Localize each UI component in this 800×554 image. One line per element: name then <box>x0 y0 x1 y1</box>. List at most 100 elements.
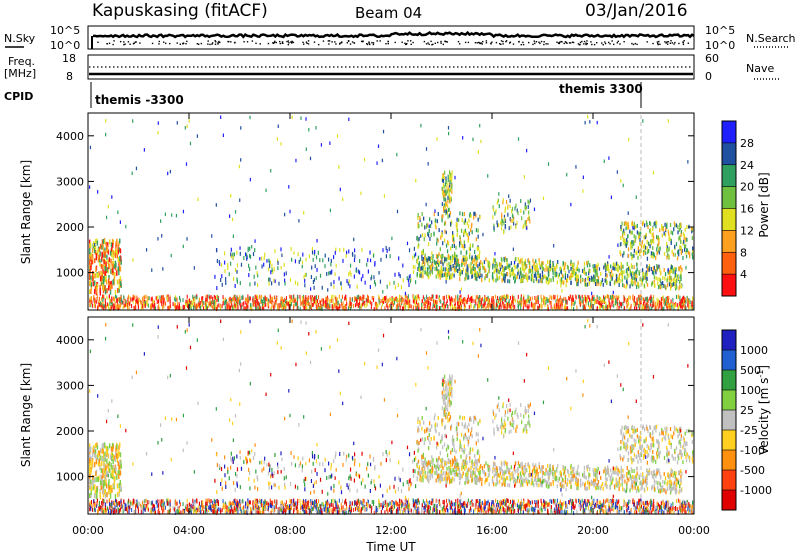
data-cell <box>316 238 318 243</box>
data-cell <box>572 295 574 300</box>
data-cell <box>409 279 411 284</box>
data-cell <box>118 306 120 311</box>
data-cell <box>630 303 632 308</box>
data-cell <box>552 277 555 282</box>
data-cell <box>649 302 651 307</box>
data-cell <box>379 279 382 284</box>
data-cell <box>622 237 624 242</box>
data-cell <box>236 279 239 284</box>
data-cell <box>514 278 517 283</box>
data-cell <box>147 303 149 308</box>
data-cell <box>377 144 380 148</box>
data-cell <box>176 121 178 125</box>
data-cell <box>621 233 624 238</box>
data-cell <box>224 251 226 256</box>
data-cell <box>478 262 481 267</box>
data-cell <box>108 239 111 245</box>
noise-search-point <box>534 42 536 45</box>
data-cell <box>483 266 485 271</box>
data-cell <box>435 263 438 268</box>
data-cell <box>119 297 121 302</box>
data-cell <box>571 304 573 309</box>
data-cell <box>324 264 326 269</box>
data-cell <box>605 306 608 311</box>
data-cell <box>688 300 690 305</box>
data-cell <box>404 294 406 299</box>
data-cell <box>588 295 590 300</box>
data-cell <box>656 251 658 256</box>
noise-search-point <box>658 40 660 43</box>
data-cell <box>650 241 653 246</box>
data-cell <box>438 295 440 300</box>
data-cell <box>660 301 662 306</box>
data-cell <box>645 296 647 301</box>
data-cell <box>498 204 500 209</box>
data-cell <box>612 273 614 278</box>
data-cell <box>428 301 430 306</box>
data-cell <box>229 305 231 310</box>
data-cell <box>677 224 679 229</box>
data-cell <box>664 272 667 277</box>
data-cell <box>440 503 442 508</box>
data-cell <box>651 503 653 508</box>
data-cell <box>591 300 593 305</box>
data-cell <box>119 281 122 287</box>
data-cell <box>440 267 443 272</box>
data-cell <box>466 268 468 273</box>
data-cell <box>430 501 432 506</box>
data-cell <box>631 265 633 270</box>
data-cell <box>446 262 448 267</box>
data-cell <box>264 252 266 257</box>
data-cell <box>543 300 545 305</box>
data-cell <box>547 267 550 272</box>
data-cell <box>583 304 585 309</box>
data-cell <box>446 210 449 215</box>
data-cell <box>367 269 369 274</box>
data-cell <box>666 241 668 246</box>
data-cell <box>583 295 585 300</box>
data-cell <box>478 246 480 251</box>
data-cell <box>591 296 593 301</box>
data-cell <box>339 508 341 513</box>
data-cell <box>513 221 515 226</box>
data-cell <box>607 294 609 299</box>
data-cell <box>543 504 545 509</box>
data-cell <box>572 297 575 302</box>
data-cell <box>502 272 504 277</box>
data-cell <box>267 267 270 272</box>
colorbar-tick-label: 16 <box>740 203 754 216</box>
data-cell <box>620 242 622 247</box>
data-cell <box>647 225 649 230</box>
data-cell <box>96 273 98 279</box>
data-cell <box>407 298 409 303</box>
data-cell <box>448 264 451 269</box>
data-cell <box>429 506 432 511</box>
data-cell <box>444 272 447 277</box>
data-cell <box>360 277 363 282</box>
data-cell <box>212 298 214 303</box>
data-cell <box>336 297 338 302</box>
data-cell <box>572 266 575 271</box>
data-cell <box>464 255 467 260</box>
data-cell <box>497 276 499 281</box>
data-cell <box>565 303 567 308</box>
data-cell <box>527 274 529 279</box>
data-cell <box>375 301 377 306</box>
data-cell <box>349 270 351 275</box>
data-cell <box>265 188 267 193</box>
data-cell <box>475 237 477 242</box>
data-cell <box>409 299 411 304</box>
data-cell <box>398 294 401 299</box>
data-cell <box>594 277 596 282</box>
data-cell <box>508 266 510 271</box>
data-cell <box>583 269 585 274</box>
data-cell <box>540 263 542 268</box>
data-cell <box>463 211 466 216</box>
data-cell <box>454 303 456 308</box>
data-cell <box>666 224 668 229</box>
data-cell <box>398 299 400 304</box>
data-cell <box>572 299 575 304</box>
noise-search-point <box>491 41 493 43</box>
data-cell <box>429 224 432 229</box>
data-cell <box>453 267 456 272</box>
